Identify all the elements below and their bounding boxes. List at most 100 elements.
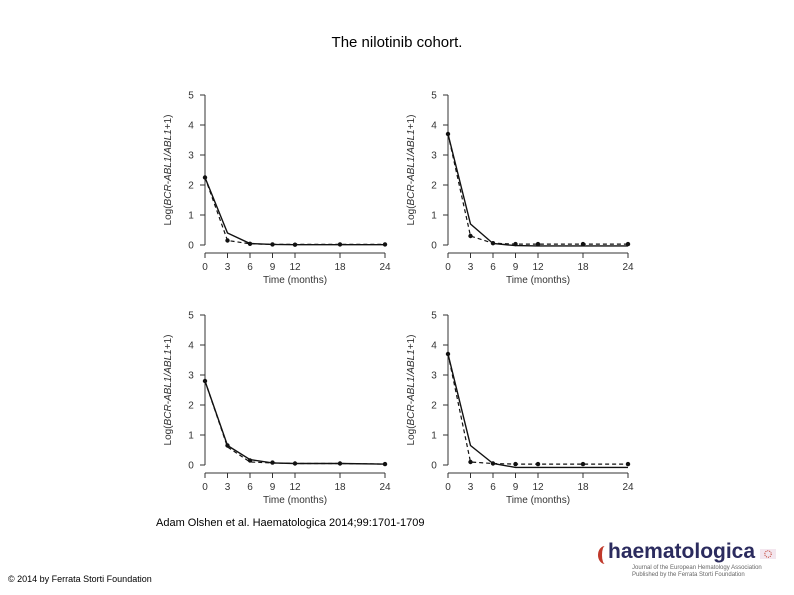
data-point bbox=[292, 461, 298, 466]
y-axis-label-part: +1) bbox=[406, 335, 417, 350]
y-tick-label: 4 bbox=[431, 341, 437, 352]
data-point bbox=[247, 241, 253, 246]
series-line-solid bbox=[204, 177, 385, 246]
data-point bbox=[468, 233, 473, 239]
y-tick-label: 4 bbox=[188, 341, 194, 352]
y-axis-label: Log(BCR-ABL1/ABL1+1) bbox=[406, 115, 417, 226]
y-tick-label: 1 bbox=[431, 431, 437, 442]
x-tick-label: 3 bbox=[468, 262, 474, 273]
data-point bbox=[247, 458, 253, 463]
y-axis-label-part: Log( bbox=[406, 205, 417, 226]
y-tick-label: 0 bbox=[188, 241, 194, 252]
y-tick-label: 4 bbox=[431, 121, 437, 132]
series-line-dashed bbox=[447, 353, 628, 465]
data-point bbox=[625, 241, 631, 247]
x-tick-label: 24 bbox=[622, 262, 634, 273]
logo-subtitle-1: Journal of the European Hematology Assoc… bbox=[632, 565, 762, 571]
citation: Adam Olshen et al. Haematologica 2014;99… bbox=[156, 517, 425, 529]
x-tick-label: 18 bbox=[577, 262, 589, 273]
y-tick-label: 2 bbox=[431, 401, 437, 412]
data-point bbox=[270, 242, 275, 247]
y-tick-label: 5 bbox=[188, 311, 194, 322]
y-tick-label: 5 bbox=[188, 91, 194, 102]
y-axis-label: Log(BCR-ABL1/ABL1+1) bbox=[163, 335, 174, 446]
logo-mark-icon bbox=[598, 546, 612, 564]
data-point bbox=[580, 461, 586, 467]
data-point bbox=[202, 175, 208, 180]
y-tick-label: 1 bbox=[431, 211, 437, 222]
y-axis-label: Log(BCR-ABL1/ABL1+1) bbox=[163, 115, 174, 226]
x-tick-label: 0 bbox=[445, 482, 451, 493]
y-axis-label-part: +1) bbox=[406, 115, 417, 130]
x-tick-label: 12 bbox=[289, 262, 301, 273]
y-axis-label: Log(BCR-ABL1/ABL1+1) bbox=[406, 335, 417, 446]
data-point bbox=[225, 238, 230, 243]
x-tick-label: 9 bbox=[270, 482, 276, 493]
journal-logo: haematologica Journal of the European He… bbox=[598, 540, 788, 580]
x-tick-label: 0 bbox=[202, 262, 208, 273]
data-point bbox=[202, 378, 208, 384]
x-tick-label: 3 bbox=[468, 482, 474, 493]
y-tick-label: 3 bbox=[431, 151, 437, 162]
data-point bbox=[490, 241, 496, 246]
data-point bbox=[337, 461, 343, 466]
x-tick-label: 24 bbox=[379, 262, 391, 273]
data-point bbox=[225, 443, 230, 448]
copyright: © 2014 by Ferrata Storti Foundation bbox=[8, 574, 152, 584]
x-tick-label: 0 bbox=[202, 482, 208, 493]
data-point bbox=[580, 241, 586, 247]
y-axis-label-part: +1) bbox=[163, 335, 174, 350]
data-point bbox=[292, 242, 298, 247]
series-line-solid bbox=[447, 133, 628, 247]
logo-name: haematologica bbox=[608, 540, 756, 563]
x-tick-label: 6 bbox=[247, 482, 253, 493]
data-point bbox=[468, 459, 473, 465]
data-point bbox=[535, 241, 541, 247]
x-axis-label: Time (months) bbox=[506, 495, 570, 506]
y-tick-label: 1 bbox=[188, 211, 194, 222]
y-axis-label-part: Log( bbox=[406, 425, 417, 446]
y-tick-label: 0 bbox=[431, 461, 437, 472]
x-tick-label: 6 bbox=[247, 262, 253, 273]
data-point bbox=[382, 461, 388, 467]
x-axis-label: Time (months) bbox=[263, 495, 327, 506]
data-point bbox=[625, 461, 631, 467]
x-tick-label: 12 bbox=[532, 482, 544, 493]
x-tick-label: 12 bbox=[289, 482, 301, 493]
data-point bbox=[490, 461, 496, 466]
data-point bbox=[535, 461, 541, 467]
y-axis-label-part: BCR-ABL1/ABL1 bbox=[406, 129, 417, 205]
x-axis-label: Time (months) bbox=[506, 275, 570, 286]
y-tick-label: 2 bbox=[188, 181, 194, 192]
data-point bbox=[445, 351, 451, 357]
y-tick-label: 3 bbox=[431, 371, 437, 382]
x-tick-label: 6 bbox=[490, 262, 496, 273]
y-axis-label-part: BCR-ABL1/ABL1 bbox=[406, 349, 417, 425]
data-point bbox=[382, 242, 388, 247]
x-tick-label: 0 bbox=[445, 262, 451, 273]
figure-title: The nilotinib cohort. bbox=[331, 34, 463, 51]
data-point bbox=[337, 242, 343, 247]
x-axis-label: Time (months) bbox=[263, 275, 327, 286]
x-tick-label: 12 bbox=[532, 262, 544, 273]
series-line-dashed bbox=[204, 380, 386, 465]
x-tick-label: 3 bbox=[225, 482, 231, 493]
y-axis-label-part: Log( bbox=[163, 205, 174, 226]
x-tick-label: 3 bbox=[225, 262, 231, 273]
data-point bbox=[270, 460, 275, 465]
x-tick-label: 18 bbox=[334, 262, 346, 273]
x-tick-label: 9 bbox=[513, 262, 519, 273]
y-tick-label: 4 bbox=[188, 121, 194, 132]
logo-subtitle-2: Published by the Ferrata Storti Foundati… bbox=[632, 572, 745, 578]
x-tick-label: 6 bbox=[490, 482, 496, 493]
series-line-solid bbox=[447, 353, 628, 469]
y-axis-label-part: +1) bbox=[163, 115, 174, 130]
y-tick-label: 3 bbox=[188, 371, 194, 382]
y-tick-label: 0 bbox=[431, 241, 437, 252]
x-tick-label: 24 bbox=[379, 482, 391, 493]
y-axis-label-part: BCR-ABL1/ABL1 bbox=[163, 349, 174, 425]
y-axis-label-part: BCR-ABL1/ABL1 bbox=[163, 129, 174, 205]
